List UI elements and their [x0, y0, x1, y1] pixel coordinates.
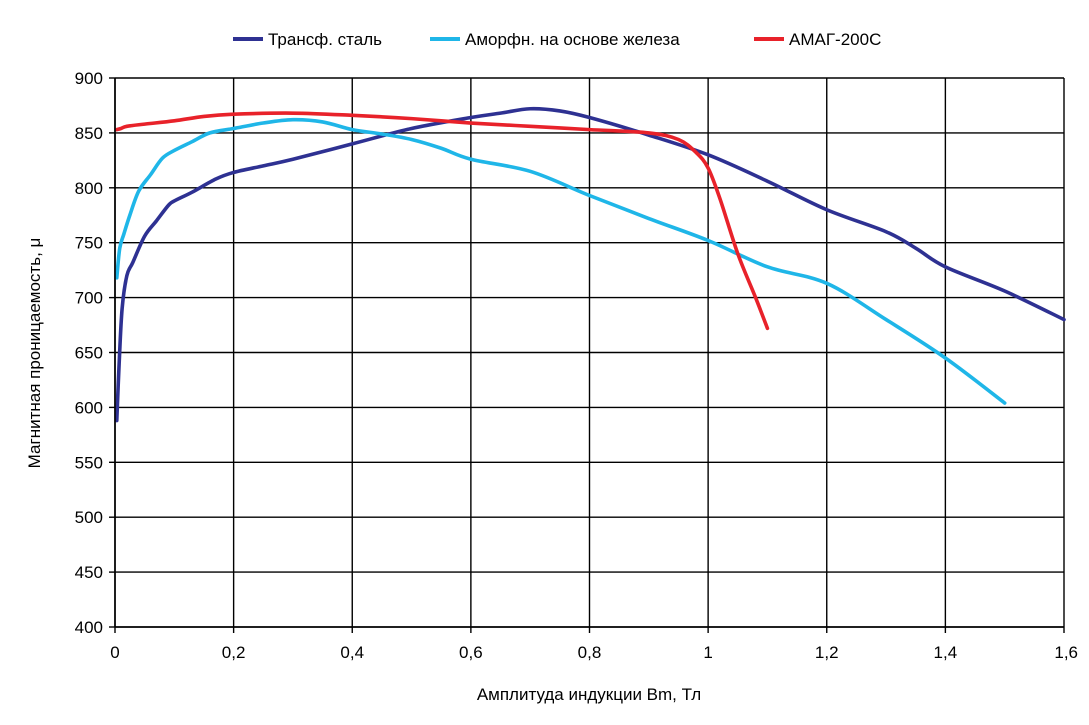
y-tick-label: 850 — [75, 124, 103, 143]
y-tick-label: 600 — [75, 398, 103, 417]
legend: Трансф. сталь Аморфн. на основе железа АМА… — [233, 30, 881, 49]
y-tick-label: 650 — [75, 344, 103, 363]
legend-label: Трансф. сталь — [268, 30, 382, 49]
y-tick-label: 700 — [75, 289, 103, 308]
y-tick-label: 400 — [75, 618, 103, 637]
series-line-2 — [114, 117, 1007, 405]
series-layer — [114, 106, 1066, 423]
x-tick-label: 0,8 — [578, 643, 602, 662]
y-tick-label: 550 — [75, 453, 103, 472]
axes — [109, 77, 1065, 633]
x-tick-label: 1 — [703, 643, 712, 662]
series-line-1 — [114, 106, 1066, 423]
legend-label: АМАГ-200С — [789, 30, 881, 49]
x-tick-label: 1,4 — [934, 643, 958, 662]
y-tick-label: 800 — [75, 179, 103, 198]
x-tick-label: 0 — [110, 643, 119, 662]
y-tick-label: 450 — [75, 563, 103, 582]
x-tick-label: 0,6 — [459, 643, 483, 662]
grid — [114, 77, 1065, 628]
x-tick-label: 0,4 — [340, 643, 364, 662]
y-axis-title: Магнитная проницаемость, μ — [25, 238, 44, 469]
x-tick-label: 1,2 — [815, 643, 839, 662]
y-tick-label: 750 — [75, 234, 103, 253]
x-tick-labels: 0 0,2 0,4 0,6 0,8 1 1,2 1,4 1,6 — [110, 643, 1078, 662]
series-line-3 — [114, 111, 770, 331]
x-axis-title: Амплитуда индукции Bm, Тл — [477, 685, 701, 704]
legend-label: Аморфн. на основе железа — [465, 30, 680, 49]
x-tick-label: 0,2 — [222, 643, 246, 662]
x-tick-label: 1,6 — [1054, 643, 1078, 662]
y-tick-labels: 400 450 500 550 600 650 700 750 800 850 900 — [75, 69, 103, 637]
y-tick-label: 900 — [75, 69, 103, 88]
y-tick-label: 500 — [75, 508, 103, 527]
